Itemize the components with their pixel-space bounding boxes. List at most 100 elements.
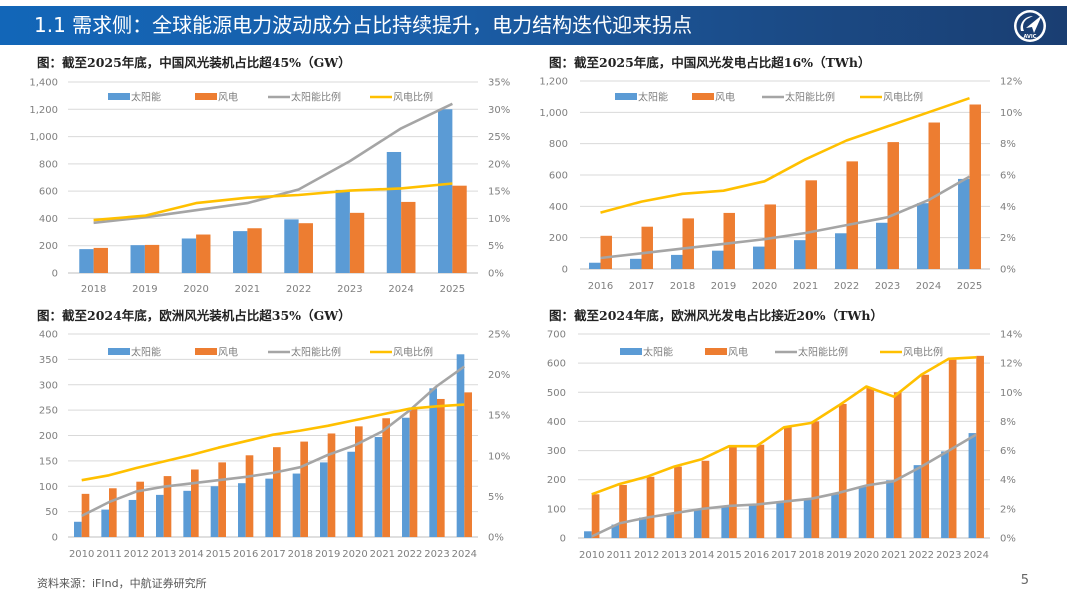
solar-bar	[584, 531, 592, 538]
x-tick-label: 2018	[670, 281, 695, 292]
solar-bar	[429, 388, 437, 537]
x-tick-label: 2019	[711, 281, 736, 292]
y-tick-label: 400	[39, 330, 58, 341]
x-tick-label: 2025	[957, 281, 982, 292]
wind-bar	[866, 387, 875, 538]
solar-bar	[456, 354, 465, 537]
y2-tick-label: 25%	[488, 132, 510, 143]
y-tick-label: 800	[39, 159, 58, 170]
solar-bar	[284, 219, 299, 273]
x-tick-label: 2022	[286, 284, 311, 295]
legend-label: 太阳能	[643, 346, 673, 359]
y-tick-label: 400	[39, 214, 58, 225]
y2-tick-label: 14%	[1000, 330, 1022, 341]
solar-bar	[671, 254, 683, 269]
x-tick-label: 2017	[771, 550, 796, 561]
y2-tick-label: 4%	[1000, 202, 1016, 213]
y-tick-label: 1,000	[29, 132, 58, 143]
solar-bar	[917, 203, 929, 269]
y-tick-label: 1,000	[539, 108, 568, 119]
x-tick-label: 2010	[69, 549, 94, 560]
wind-ratio-line	[93, 182, 453, 222]
legend-swatch	[705, 348, 727, 355]
x-tick-label: 2015	[206, 549, 231, 560]
y2-tick-label: 8%	[1000, 139, 1016, 150]
y-tick-label: 800	[549, 139, 568, 150]
wind-bar	[646, 476, 655, 538]
y-tick-label: 1,400	[29, 78, 58, 89]
wind-bar	[701, 460, 710, 538]
solar-bar	[347, 451, 355, 537]
x-tick-label: 2011	[96, 549, 121, 560]
solar-bar	[776, 503, 784, 538]
x-tick-label: 2016	[233, 549, 258, 560]
legend-label: 风电	[728, 346, 748, 359]
legend-label: 风电比例	[883, 91, 923, 104]
chart-1-title: 图：截至2025年底，中国风光装机占比超45%（GW）	[37, 55, 351, 70]
legend-label: 风电	[218, 346, 238, 359]
solar-bar	[794, 240, 806, 269]
y2-tick-label: 10%	[1000, 108, 1022, 119]
solar-bar	[335, 189, 350, 273]
y2-tick-label: 6%	[1000, 446, 1016, 457]
wind-ratio-line	[600, 96, 970, 214]
x-tick-label: 2012	[124, 549, 149, 560]
y2-tick-label: 10%	[488, 451, 510, 462]
solar-bar	[712, 250, 724, 269]
x-tick-label: 2022	[909, 550, 934, 561]
x-tick-label: 2011	[606, 550, 631, 561]
x-tick-label: 2014	[178, 549, 203, 560]
solar-bar	[128, 499, 137, 537]
solar-bar	[238, 483, 246, 537]
x-tick-label: 2012	[634, 550, 659, 561]
solar-bar	[79, 249, 94, 273]
wind-bar	[327, 433, 336, 537]
chart-europe-capacity: 0 50 100 150 200 250 300 350 400 0% 5% 10% 15% 20% 25%…	[39, 330, 510, 561]
y-tick-label: 600	[547, 359, 566, 370]
y-tick-label: 600	[549, 171, 568, 182]
wind-bar	[382, 418, 390, 537]
avic-plane-logo-icon: AVIC	[1014, 10, 1046, 42]
solar-bar	[958, 178, 970, 269]
x-tick-label: 2021	[881, 550, 906, 561]
solar-bar	[803, 499, 812, 538]
legend-label: 风电	[715, 91, 735, 104]
y-tick-label: 250	[39, 406, 58, 417]
chart-3-title: 图：截至2024年底，欧洲风光装机占比超35%（GW）	[37, 308, 351, 323]
solar-bar	[693, 509, 702, 538]
y2-tick-label: 2%	[1000, 504, 1016, 515]
y2-tick-label: 25%	[488, 330, 510, 341]
x-tick-label: 2022	[834, 281, 859, 292]
x-tick-label: 2015	[716, 550, 741, 561]
legend-swatch	[108, 348, 130, 355]
x-tick-label: 2020	[183, 284, 208, 295]
wind-bar	[191, 469, 199, 537]
wind-bar	[784, 426, 792, 538]
x-tick-label: 2021	[793, 281, 818, 292]
wind-bar	[144, 244, 160, 273]
solar-bar	[831, 494, 839, 538]
solar-ratio-line	[600, 175, 971, 260]
y2-tick-label: 0%	[1000, 265, 1016, 276]
y-tick-label: 500	[547, 388, 566, 399]
x-tick-label: 2023	[337, 284, 362, 295]
x-tick-label: 2016	[744, 550, 769, 561]
x-tick-label: 2020	[854, 550, 879, 561]
y-tick-label: 200	[39, 431, 58, 442]
wind-ratio-line	[591, 356, 977, 496]
y-tick-label: 1,200	[539, 77, 568, 88]
solar-bar	[183, 490, 191, 537]
wind-bar	[893, 392, 902, 538]
y2-tick-label: 12%	[1000, 359, 1022, 370]
y2-tick-label: 4%	[1000, 475, 1016, 486]
y-tick-label: 300	[547, 446, 566, 457]
x-tick-label: 2019	[826, 550, 851, 561]
y-tick-label: 100	[547, 504, 566, 515]
wind-bar	[218, 462, 226, 537]
x-tick-label: 2021	[235, 284, 260, 295]
y2-tick-label: 20%	[488, 159, 510, 170]
wind-bar	[674, 466, 682, 538]
solar-bar	[835, 233, 847, 269]
wind-bar	[805, 180, 817, 269]
